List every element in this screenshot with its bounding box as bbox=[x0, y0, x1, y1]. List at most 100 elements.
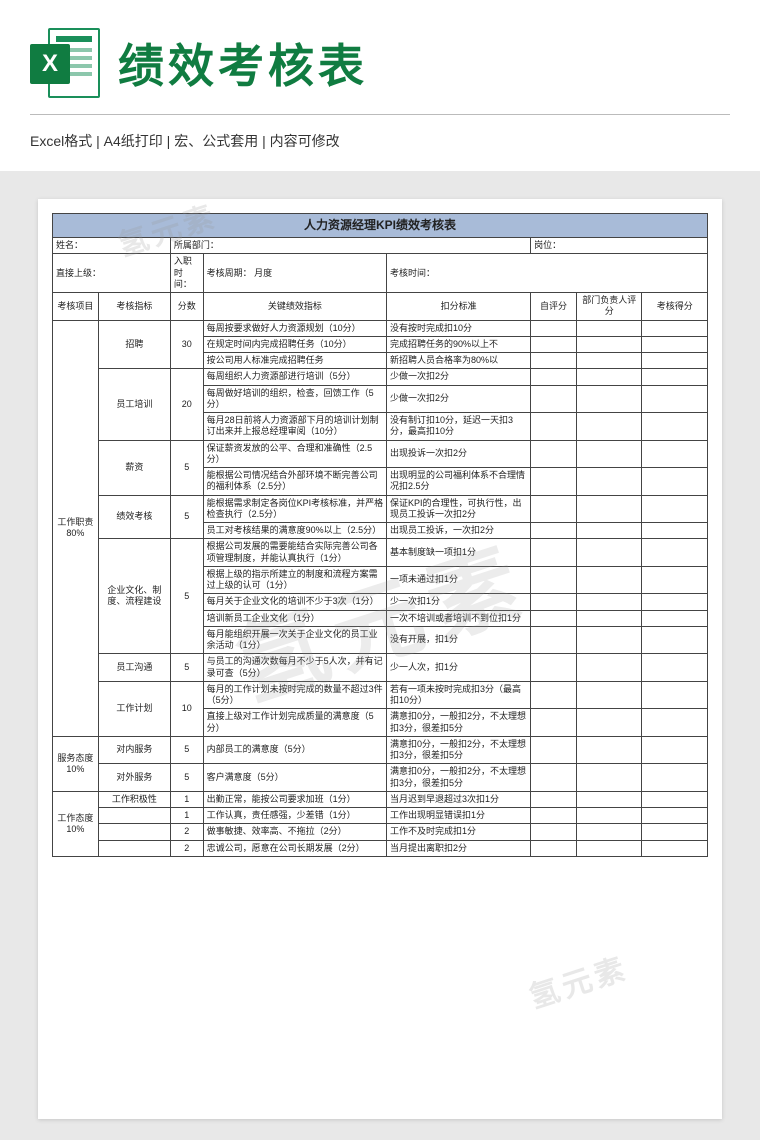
self-cell bbox=[531, 681, 577, 709]
mgr-cell bbox=[576, 369, 642, 385]
indicator-cell: 薪资 bbox=[98, 440, 170, 495]
kpi-cell: 每周做好培训的组织，检查，回馈工作（5分） bbox=[203, 385, 386, 413]
mgr-cell bbox=[576, 353, 642, 369]
total-cell bbox=[642, 320, 708, 336]
cycle-label: 考核周期： 月度 bbox=[203, 254, 386, 293]
kpi-cell: 保证薪资发放的公平、合理和准确性（2.5分） bbox=[203, 440, 386, 468]
kpi-cell: 做事敏捷、效率高、不拖拉（2分） bbox=[203, 824, 386, 840]
indicator-cell: 对内服务 bbox=[98, 736, 170, 764]
kpi-cell: 每月的工作计划未按时完成的数量不超过3件（5分） bbox=[203, 681, 386, 709]
mgr-cell bbox=[576, 539, 642, 567]
kpi-cell: 忠诚公司，愿意在公司长期发展（2分） bbox=[203, 840, 386, 856]
total-cell bbox=[642, 610, 708, 626]
deduct-cell: 新招聘人员合格率为80%以 bbox=[387, 353, 531, 369]
kpi-cell: 每月能组织开展一次关于企业文化的员工业余活动（1分） bbox=[203, 626, 386, 654]
col-kpi: 关键绩效指标 bbox=[203, 293, 386, 321]
deduct-cell: 出现投诉一次扣2分 bbox=[387, 440, 531, 468]
deduct-cell: 满意扣0分，一般扣2分，不太理想扣3分，很差扣5分 bbox=[387, 709, 531, 737]
kpi-table: 人力资源经理KPI绩效考核表姓名：所属部门：岗位：直接上级：入职时间：考核周期：… bbox=[52, 213, 708, 857]
self-cell bbox=[531, 709, 577, 737]
self-cell bbox=[531, 440, 577, 468]
total-cell bbox=[642, 654, 708, 682]
mgr-cell bbox=[576, 336, 642, 352]
mgr-cell bbox=[576, 320, 642, 336]
deduct-cell: 工作不及时完成扣1分 bbox=[387, 824, 531, 840]
indicator-cell: 员工培训 bbox=[98, 369, 170, 440]
kpi-cell: 根据上级的指示所建立的制度和流程方案需过上级的认可（1分） bbox=[203, 566, 386, 594]
time-label: 考核时间： bbox=[387, 254, 708, 293]
deduct-cell: 一项未通过扣1分 bbox=[387, 566, 531, 594]
mgr-cell bbox=[576, 808, 642, 824]
proj-cell: 服务态度10% bbox=[53, 736, 99, 791]
indicator-cell bbox=[98, 808, 170, 824]
col-score: 分数 bbox=[170, 293, 203, 321]
score-cell: 1 bbox=[170, 791, 203, 807]
score-cell: 2 bbox=[170, 840, 203, 856]
kpi-cell: 能根据公司情况结合外部环境不断完善公司的福利体系（2.5分） bbox=[203, 468, 386, 496]
total-cell bbox=[642, 709, 708, 737]
mgr-cell bbox=[576, 566, 642, 594]
deduct-cell: 当月迟到早退超过3次扣1分 bbox=[387, 791, 531, 807]
indicator-cell: 绩效考核 bbox=[98, 495, 170, 539]
total-cell bbox=[642, 369, 708, 385]
mgr-cell bbox=[576, 610, 642, 626]
total-cell bbox=[642, 440, 708, 468]
total-cell bbox=[642, 523, 708, 539]
deduct-cell: 满意扣0分，一般扣2分，不太理想扣3分，很差扣5分 bbox=[387, 736, 531, 764]
proj-cell: 工作职责80% bbox=[53, 320, 99, 736]
deduct-cell: 一次不培训或者培训不到位扣1分 bbox=[387, 610, 531, 626]
kpi-cell: 在规定时间内完成招聘任务（10分） bbox=[203, 336, 386, 352]
kpi-cell: 每月关于企业文化的培训不少于3次（1分） bbox=[203, 594, 386, 610]
self-cell bbox=[531, 566, 577, 594]
total-cell bbox=[642, 495, 708, 523]
mgr-cell bbox=[576, 468, 642, 496]
mgr-cell bbox=[576, 495, 642, 523]
proj-cell: 工作态度10% bbox=[53, 791, 99, 856]
col-ind: 考核指标 bbox=[98, 293, 170, 321]
mgr-cell bbox=[576, 594, 642, 610]
mgr-cell bbox=[576, 736, 642, 764]
mgr-cell bbox=[576, 626, 642, 654]
score-cell: 5 bbox=[170, 764, 203, 792]
deduct-cell: 满意扣0分，一般扣2分，不太理想扣3分，很差扣5分 bbox=[387, 764, 531, 792]
kpi-cell: 直接上级对工作计划完成质量的满意度（5分） bbox=[203, 709, 386, 737]
kpi-cell: 每月28日前将人力资源部下月的培训计划制订出来并上报总经理审阅（10分） bbox=[203, 413, 386, 441]
deduct-cell: 少做一次扣2分 bbox=[387, 369, 531, 385]
total-cell bbox=[642, 566, 708, 594]
deduct-cell: 没有制订扣10分，延迟一天扣3分，最高扣10分 bbox=[387, 413, 531, 441]
self-cell bbox=[531, 840, 577, 856]
total-cell bbox=[642, 385, 708, 413]
self-cell bbox=[531, 336, 577, 352]
score-cell: 5 bbox=[170, 539, 203, 654]
kpi-cell: 根据公司发展的需要能结合实际完善公司各项管理制度，并能认真执行（1分） bbox=[203, 539, 386, 567]
deduct-cell: 出现员工投诉，一次扣2分 bbox=[387, 523, 531, 539]
score-cell: 10 bbox=[170, 681, 203, 736]
kpi-cell: 员工对考核结果的满意度90%以上（2.5分） bbox=[203, 523, 386, 539]
table-title: 人力资源经理KPI绩效考核表 bbox=[53, 214, 708, 238]
dept-label: 所属部门： bbox=[170, 238, 530, 254]
deduct-cell: 少一次扣1分 bbox=[387, 594, 531, 610]
kpi-cell: 工作认真，责任感强，少差错（1分） bbox=[203, 808, 386, 824]
mgr-cell bbox=[576, 523, 642, 539]
total-cell bbox=[642, 764, 708, 792]
mgr-cell bbox=[576, 413, 642, 441]
deduct-cell: 完成招聘任务的90%以上不 bbox=[387, 336, 531, 352]
excel-icon: X bbox=[30, 28, 100, 98]
indicator-cell bbox=[98, 840, 170, 856]
col-proj: 考核项目 bbox=[53, 293, 99, 321]
page-subline: Excel格式 | A4纸打印 | 宏、公式套用 | 内容可修改 bbox=[30, 114, 730, 151]
deduct-cell: 少做一次扣2分 bbox=[387, 385, 531, 413]
col-tot: 考核得分 bbox=[642, 293, 708, 321]
deduct-cell: 没有按时完成扣10分 bbox=[387, 320, 531, 336]
mgr-cell bbox=[576, 654, 642, 682]
score-cell: 30 bbox=[170, 320, 203, 369]
deduct-cell: 工作出现明显错误扣1分 bbox=[387, 808, 531, 824]
total-cell bbox=[642, 840, 708, 856]
col-mgr: 部门负责人评分 bbox=[576, 293, 642, 321]
self-cell bbox=[531, 791, 577, 807]
name-label: 姓名： bbox=[53, 238, 171, 254]
supervisor-label: 直接上级： bbox=[53, 254, 171, 293]
self-cell bbox=[531, 369, 577, 385]
self-cell bbox=[531, 736, 577, 764]
total-cell bbox=[642, 468, 708, 496]
